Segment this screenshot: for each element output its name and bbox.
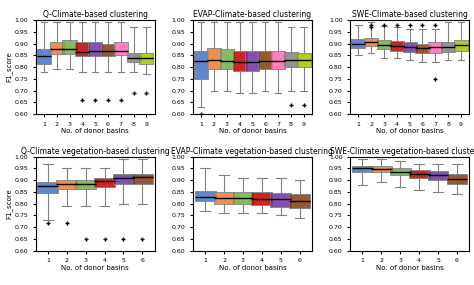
Bar	[402, 42, 417, 52]
Bar	[139, 53, 154, 64]
Bar	[409, 170, 429, 178]
Bar	[101, 44, 115, 56]
Bar	[252, 192, 272, 205]
Bar	[88, 42, 102, 56]
Y-axis label: F1_score: F1_score	[6, 188, 13, 219]
Bar	[195, 191, 216, 201]
Bar	[390, 41, 404, 50]
Bar	[415, 44, 429, 53]
X-axis label: No. of donor basins: No. of donor basins	[61, 128, 129, 134]
X-axis label: No. of donor basins: No. of donor basins	[61, 265, 129, 271]
Bar	[390, 168, 410, 176]
Bar	[377, 40, 391, 49]
Bar	[220, 49, 234, 70]
Bar	[214, 192, 235, 204]
Bar	[75, 180, 96, 189]
Bar	[37, 182, 58, 193]
Bar	[364, 38, 378, 46]
Bar	[351, 39, 365, 48]
Bar	[233, 192, 253, 204]
Bar	[56, 180, 77, 189]
Bar	[297, 53, 310, 67]
Bar	[447, 174, 467, 184]
Bar	[75, 42, 90, 56]
Title: EVAP-Climate vegetation-based clustering: EVAP-Climate vegetation-based clustering	[172, 147, 333, 156]
Title: Q-Climate-based clustering: Q-Climate-based clustering	[43, 10, 147, 19]
X-axis label: No. of donor basins: No. of donor basins	[376, 128, 444, 134]
Y-axis label: F1_score: F1_score	[6, 52, 13, 82]
Title: SWE-Climate-based clustering: SWE-Climate-based clustering	[352, 10, 468, 19]
Bar	[284, 52, 298, 67]
Bar	[114, 42, 128, 55]
Bar	[246, 50, 259, 71]
X-axis label: No. of donor basins: No. of donor basins	[219, 265, 286, 271]
Bar	[258, 50, 272, 70]
Title: EVAP-Climate-based clustering: EVAP-Climate-based clustering	[193, 10, 311, 19]
Bar	[94, 178, 115, 187]
Bar	[194, 50, 208, 79]
Bar	[428, 171, 448, 180]
Bar	[289, 194, 310, 208]
Bar	[127, 53, 141, 62]
Title: SWE-Climate vegetation-based clustering: SWE-Climate vegetation-based clustering	[330, 147, 474, 156]
Bar	[371, 166, 392, 172]
Bar	[63, 40, 76, 54]
X-axis label: No. of donor basins: No. of donor basins	[219, 128, 286, 134]
Bar	[233, 50, 246, 71]
Bar	[113, 174, 134, 184]
Title: Q-Climate vegetation-based clustering: Q-Climate vegetation-based clustering	[21, 147, 170, 156]
Bar	[271, 50, 285, 70]
Bar	[352, 166, 373, 172]
Bar	[207, 48, 221, 70]
Bar	[50, 42, 64, 54]
Bar	[428, 42, 442, 53]
Bar	[37, 49, 51, 64]
X-axis label: No. of donor basins: No. of donor basins	[376, 265, 444, 271]
Bar	[441, 42, 455, 52]
Bar	[454, 40, 468, 50]
Bar	[132, 174, 153, 184]
Bar	[270, 193, 291, 207]
